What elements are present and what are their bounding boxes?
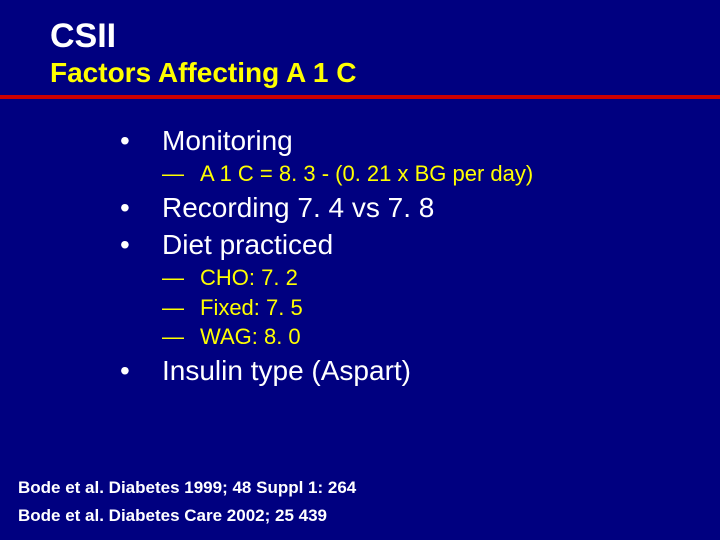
sub-bullet-text: Fixed: 7. 5: [200, 294, 303, 323]
citations-block: Bode et al. Diabetes 1999; 48 Suppl 1: 2…: [18, 470, 356, 526]
slide-title: CSII: [50, 18, 720, 55]
sub-bullet-text: A 1 C = 8. 3 - (0. 21 x BG per day): [200, 160, 533, 189]
bullet-item: • Insulin type (Aspart): [120, 353, 720, 388]
bullet-text: Monitoring: [162, 123, 293, 158]
sub-bullet-item: — Fixed: 7. 5: [120, 294, 720, 323]
sub-bullet-item: — CHO: 7. 2: [120, 264, 720, 293]
bullet-marker: •: [120, 123, 162, 158]
bullet-text: Recording 7. 4 vs 7. 8: [162, 190, 434, 225]
dash-marker: —: [162, 264, 200, 293]
bullet-marker: •: [120, 227, 162, 262]
bullet-item: • Recording 7. 4 vs 7. 8: [120, 190, 720, 225]
bullet-marker: •: [120, 190, 162, 225]
bullet-text: Diet practiced: [162, 227, 333, 262]
dash-marker: —: [162, 160, 200, 189]
citation-line: Bode et al. Diabetes Care 2002; 25 439: [18, 506, 356, 526]
slide-subtitle: Factors Affecting A 1 C: [50, 57, 720, 89]
bullet-text: Insulin type (Aspart): [162, 353, 411, 388]
bullet-item: • Diet practiced: [120, 227, 720, 262]
bullet-marker: •: [120, 353, 162, 388]
sub-bullet-text: WAG: 8. 0: [200, 323, 301, 352]
bullet-item: • Monitoring: [120, 123, 720, 158]
sub-bullet-text: CHO: 7. 2: [200, 264, 298, 293]
sub-bullet-item: — A 1 C = 8. 3 - (0. 21 x BG per day): [120, 160, 720, 189]
sub-bullet-item: — WAG: 8. 0: [120, 323, 720, 352]
slide-header: CSII Factors Affecting A 1 C: [0, 0, 720, 89]
dash-marker: —: [162, 323, 200, 352]
citation-line: Bode et al. Diabetes 1999; 48 Suppl 1: 2…: [18, 478, 356, 498]
slide-body: • Monitoring — A 1 C = 8. 3 - (0. 21 x B…: [0, 99, 720, 387]
dash-marker: —: [162, 294, 200, 323]
